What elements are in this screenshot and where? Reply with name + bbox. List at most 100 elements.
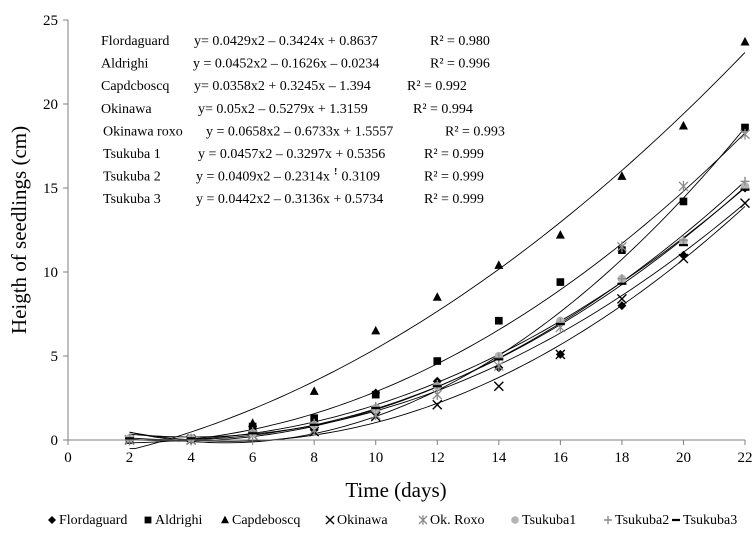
legend-marker-capdeboscq [221, 515, 229, 524]
point-okinawa [678, 253, 689, 264]
equation-formula: y = 0.0452x2 – 0.1626x – 0.0234 [193, 57, 379, 72]
equation-formula: y = 0.0442x2 – 0.3136x + 0.5734 [196, 192, 383, 207]
point-flordaguard [678, 250, 688, 260]
x-tick-label: 2 [126, 450, 134, 466]
equation-formula: y= 0.0429x2 – 0.3424x + 0.8637 [194, 34, 378, 49]
equation-r2: R² = 0.993 [445, 124, 505, 139]
point-tsukuba2 [371, 401, 381, 411]
point-tsukuba2 [432, 380, 442, 390]
point-okinawa [493, 381, 504, 392]
point-ok-roxo [493, 360, 504, 372]
point-aldrighi [679, 197, 688, 206]
x-tick-label: 6 [249, 450, 257, 466]
legend-label-tsukuba1: Tsukuba1 [522, 513, 576, 528]
point-tsukuba2 [309, 418, 319, 428]
legend-label-ok-roxo: Ok. Roxo [430, 513, 484, 528]
equation-r2: R² = 0.992 [407, 79, 467, 94]
equation-name: Capdcboscq [101, 79, 169, 94]
legend-label-tsukuba2: Tsukuba2 [615, 513, 669, 528]
equation-r2: R² = 0.994 [413, 102, 473, 117]
point-okinawa [616, 293, 627, 304]
equation-r2: R² = 0.999 [424, 170, 484, 185]
equation-formula: y = 0.0658x2 – 0.6733x + 1.5557 [206, 124, 393, 139]
point-capdeboscq [555, 230, 565, 239]
point-flordaguard [617, 301, 627, 311]
legend-marker-okinawa [325, 515, 335, 525]
equation-name: Flordaguard [101, 34, 169, 49]
legend-label-capdeboscq: Capdeboscq [232, 513, 300, 528]
y-tick-label: 10 [43, 265, 58, 281]
y-tick-label: 0 [51, 433, 59, 449]
y-tick-label: 20 [43, 97, 58, 113]
point-aldrighi [310, 414, 319, 422]
point-aldrighi [556, 278, 565, 286]
point-capdeboscq [248, 418, 258, 427]
x-tick-label: 8 [310, 450, 318, 466]
point-capdeboscq [432, 292, 442, 301]
point-tsukuba1 [740, 182, 750, 191]
equation-r2: R² = 0.999 [424, 147, 484, 162]
x-tick-label: 0 [64, 450, 72, 466]
point-capdeboscq [678, 120, 688, 130]
equation-name: Tsukuba 2 [103, 170, 161, 185]
point-capdeboscq [309, 386, 319, 395]
equation-name: Okinawa roxo [103, 124, 183, 139]
point-capdeboscq [740, 36, 750, 46]
equation-r2: R² = 0.999 [424, 192, 484, 207]
equation-formula: y= 0.0358x2 + 0.3245x – 1.394 [194, 79, 371, 94]
legend-label-aldrighi: Aldrighi [155, 513, 203, 528]
y-tick-label: 15 [43, 181, 58, 197]
point-tsukuba2 [555, 317, 565, 327]
x-tick-label: 10 [368, 450, 383, 466]
legend-marker-tsukuba1 [511, 516, 519, 524]
y-axis-title: Heigth of seedlings (cm) [7, 126, 31, 334]
equation-name: Aldrighi [101, 57, 149, 72]
point-aldrighi [433, 357, 442, 365]
equation-r2: R² = 0.996 [430, 57, 490, 72]
x-tick-label: 14 [491, 450, 507, 466]
point-ok-roxo [432, 389, 443, 401]
point-ok-roxo [740, 128, 750, 140]
point-ok-roxo [678, 180, 689, 192]
axes: 0 5 10 15 20 25 0 2 4 6 8 10 12 14 16 18 20 22 [43, 13, 753, 466]
point-okinawa [555, 349, 566, 360]
x-tick-label: 18 [614, 450, 629, 466]
point-aldrighi [741, 123, 749, 132]
x-tick-label: 22 [738, 450, 753, 466]
x-tick-label: 16 [553, 450, 569, 466]
point-capdeboscq [494, 260, 504, 269]
equation-name: Tsukuba 3 [103, 192, 161, 207]
legend-marker-aldrighi [144, 516, 152, 524]
point-tsukuba2 [494, 353, 504, 363]
legend-marker-ok-roxo [418, 515, 428, 525]
legend: Flordaguard Aldrighi Capdeboscq Okinawa Ok. … [48, 513, 737, 528]
equation-formula: y= 0.05x2 – 0.5279x + 1.3159 [198, 102, 368, 117]
y-tick-label: 25 [43, 13, 58, 29]
trendline-okinawa [129, 206, 746, 442]
equation-formula: y = 0.0409x2 – 0.2314x ꜝ 0.3109 [196, 168, 380, 185]
equation-r2: R² = 0.980 [430, 34, 490, 49]
equation-annotations: Flordaguard y= 0.0429x2 – 0.3424x + 0.863… [101, 34, 505, 207]
point-tsukuba2 [678, 235, 688, 245]
x-tick-label: 12 [430, 450, 445, 466]
x-tick-label: 20 [676, 450, 691, 466]
point-capdeboscq [371, 325, 381, 335]
equation-name: Okinawa [101, 102, 152, 117]
point-aldrighi [371, 390, 380, 399]
legend-marker-flordaguard [48, 516, 56, 524]
legend-marker-tsukuba2 [604, 516, 612, 524]
equation-formula: y = 0.0457x2 – 0.3297x + 0.5356 [198, 147, 385, 162]
x-axis-title: Time (days) [345, 478, 446, 502]
point-tsukuba2 [248, 427, 258, 437]
legend-label-tsukuba3: Tsukuba3 [683, 513, 737, 528]
equation-name: Tsukuba 1 [103, 147, 161, 162]
point-capdeboscq [617, 171, 627, 180]
point-okinawa [740, 198, 750, 209]
legend-label-flordaguard: Flordaguard [59, 513, 127, 528]
point-tsukuba2 [617, 274, 627, 284]
y-tick-label: 5 [51, 349, 59, 365]
trendline-capdeboscq [129, 52, 746, 449]
legend-label-okinawa: Okinawa [337, 513, 388, 528]
point-aldrighi [494, 316, 503, 325]
